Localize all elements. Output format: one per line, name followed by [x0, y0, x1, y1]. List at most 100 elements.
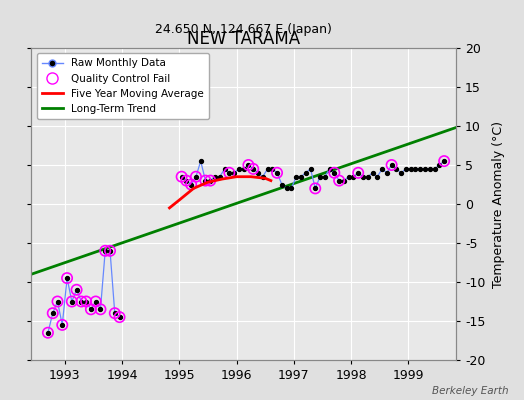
Point [86, 306, 95, 312]
Title: NEW TARAMA: NEW TARAMA [187, 30, 300, 48]
Point [77, 298, 85, 305]
Point [106, 248, 114, 254]
Point [307, 166, 315, 172]
Point [330, 170, 339, 176]
Point [278, 181, 286, 188]
Point [58, 322, 67, 328]
Point [111, 310, 119, 316]
Point [43, 330, 52, 336]
Point [368, 170, 377, 176]
Point [201, 178, 210, 184]
Y-axis label: Temperature Anomaly (°C): Temperature Anomaly (°C) [492, 120, 505, 288]
Point [364, 174, 372, 180]
Point [58, 322, 67, 328]
Point [416, 166, 424, 172]
Point [211, 174, 219, 180]
Point [387, 162, 396, 168]
Point [192, 174, 200, 180]
Point [287, 185, 296, 192]
Point [359, 174, 367, 180]
Point [354, 170, 363, 176]
Point [178, 174, 186, 180]
Point [221, 166, 229, 172]
Point [96, 306, 105, 312]
Point [330, 170, 339, 176]
Point [311, 185, 320, 192]
Point [86, 306, 95, 312]
Point [387, 162, 396, 168]
Point [249, 166, 257, 172]
Point [425, 166, 434, 172]
Point [53, 298, 62, 305]
Point [340, 178, 348, 184]
Point [301, 170, 310, 176]
Point [68, 298, 76, 305]
Point [82, 298, 90, 305]
Point [321, 174, 329, 180]
Point [344, 174, 353, 180]
Point [273, 170, 281, 176]
Text: Berkeley Earth: Berkeley Earth [432, 386, 508, 396]
Point [402, 166, 410, 172]
Point [264, 166, 272, 172]
Point [215, 174, 224, 180]
Point [297, 174, 305, 180]
Point [249, 166, 257, 172]
Point [101, 248, 110, 254]
Point [273, 170, 281, 176]
Point [192, 174, 200, 180]
Point [350, 174, 358, 180]
Point [106, 248, 114, 254]
Point [182, 178, 191, 184]
Point [187, 181, 195, 188]
Point [440, 158, 449, 164]
Point [397, 170, 406, 176]
Point [311, 185, 320, 192]
Point [335, 178, 343, 184]
Point [92, 298, 100, 305]
Point [96, 306, 105, 312]
Point [225, 170, 234, 176]
Point [392, 166, 401, 172]
Point [258, 174, 267, 180]
Point [63, 275, 71, 281]
Point [325, 166, 334, 172]
Point [63, 275, 71, 281]
Point [244, 162, 253, 168]
Point [49, 310, 57, 316]
Point [49, 310, 57, 316]
Point [230, 170, 238, 176]
Point [440, 158, 449, 164]
Point [378, 166, 386, 172]
Point [411, 166, 420, 172]
Point [383, 170, 391, 176]
Point [201, 178, 210, 184]
Point [77, 298, 85, 305]
Point [435, 162, 444, 168]
Point [282, 185, 291, 192]
Point [239, 166, 248, 172]
Point [268, 166, 277, 172]
Point [254, 170, 262, 176]
Point [187, 181, 195, 188]
Point [68, 298, 76, 305]
Point [235, 166, 243, 172]
Point [178, 174, 186, 180]
Text: 24.650 N, 124.667 E (Japan): 24.650 N, 124.667 E (Japan) [155, 22, 332, 36]
Point [206, 178, 214, 184]
Point [115, 314, 124, 320]
Point [92, 298, 100, 305]
Point [354, 170, 363, 176]
Point [430, 166, 439, 172]
Point [101, 248, 110, 254]
Point [82, 298, 90, 305]
Point [72, 286, 81, 293]
Point [292, 174, 300, 180]
Point [244, 162, 253, 168]
Point [206, 178, 214, 184]
Point [373, 174, 381, 180]
Point [53, 298, 62, 305]
Point [316, 174, 324, 180]
Point [335, 178, 343, 184]
Point [111, 310, 119, 316]
